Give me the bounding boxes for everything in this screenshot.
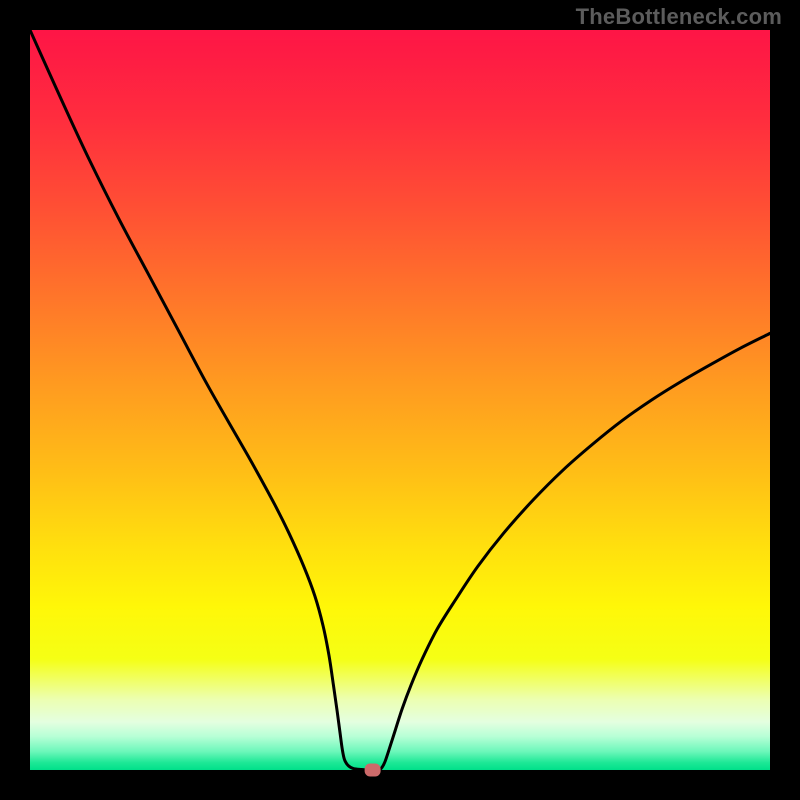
- optimum-marker: [365, 764, 381, 777]
- plot-background: [30, 30, 770, 770]
- watermark-text: TheBottleneck.com: [576, 4, 782, 30]
- chart-svg: [0, 0, 800, 800]
- chart-container: TheBottleneck.com: [0, 0, 800, 800]
